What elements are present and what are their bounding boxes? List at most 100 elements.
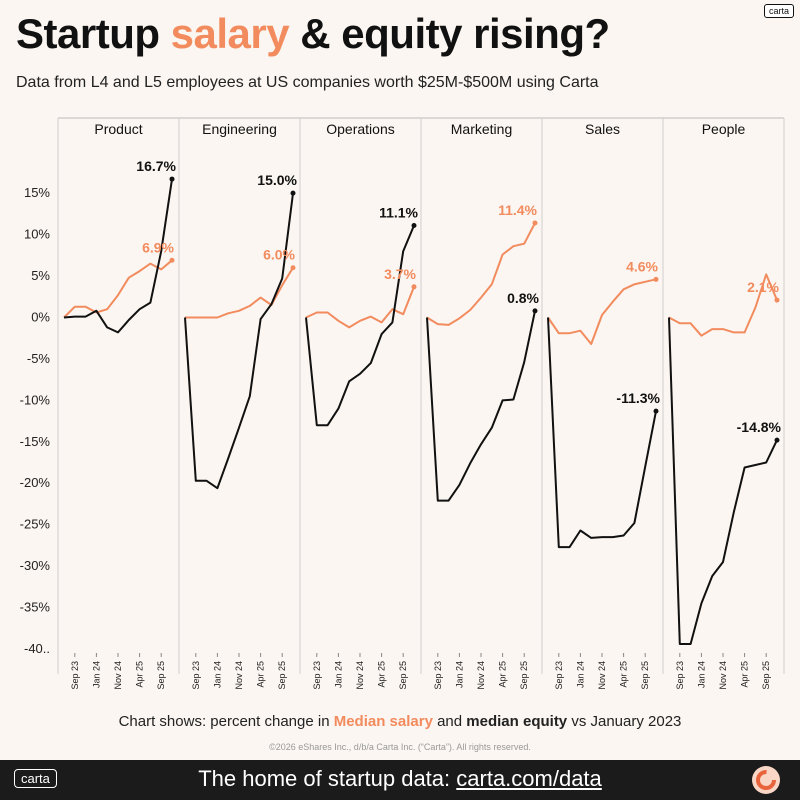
title-accent: salary <box>170 10 290 57</box>
caption-suffix: vs January 2023 <box>567 713 682 730</box>
y-tick-label: 10% <box>24 227 50 242</box>
salary-end-point <box>774 297 780 303</box>
x-tick-label: Jan 24 <box>454 661 464 688</box>
equity-line <box>426 310 536 502</box>
x-tick-label: Jan 24 <box>575 661 585 688</box>
x-tick-label: Apr 25 <box>377 661 387 688</box>
x-tick-label: Apr 25 <box>135 661 145 688</box>
equity-end-point <box>532 308 538 314</box>
equity-end-point <box>653 408 659 414</box>
salary-end-point <box>411 284 417 290</box>
salary-end-label: 4.6% <box>626 258 658 274</box>
x-tick-label: Sep 23 <box>312 661 322 690</box>
equity-line <box>668 317 778 645</box>
caption-equity-label: median equity <box>466 713 568 730</box>
x-tick-label: Apr 25 <box>256 661 266 688</box>
x-tick-label: Sep 25 <box>519 661 529 690</box>
page-title: Startup salary & equity rising? <box>16 10 610 58</box>
x-tick-label: Sep 23 <box>554 661 564 690</box>
footer-tagline: The home of startup data: <box>198 766 457 791</box>
x-tick-label: Nov 24 <box>476 661 486 690</box>
salary-end-label: 6.0% <box>263 247 295 263</box>
equity-line <box>184 193 294 490</box>
salary-line <box>63 259 173 319</box>
x-tick-label: Apr 25 <box>740 661 750 688</box>
panel-title: Sales <box>585 121 620 137</box>
equity-end-point <box>411 222 417 228</box>
x-tick-label: Sep 23 <box>433 661 443 690</box>
x-tick-label: Nov 24 <box>234 661 244 690</box>
x-tick-label: Jan 24 <box>333 661 343 688</box>
x-tick-label: Sep 23 <box>191 661 201 690</box>
salary-line <box>547 278 657 345</box>
equity-end-label: 15.0% <box>257 172 297 188</box>
salary-end-point <box>653 276 659 282</box>
equity-end-point <box>774 437 780 443</box>
x-tick-label: Jan 24 <box>212 661 222 688</box>
panel-title: People <box>702 121 746 137</box>
equity-end-label: 0.8% <box>507 290 539 306</box>
x-tick-label: Sep 25 <box>277 661 287 690</box>
panel-people: People Sep 23 Jan 24 Nov 24 Apr 25 Sep 25 2.1%… <box>662 118 782 690</box>
panel-sales: Sales Sep 23 Jan 24 Nov 24 Apr 25 Sep 25 4.6% -… <box>541 118 661 690</box>
salary-end-point <box>532 220 538 226</box>
equity-line <box>305 225 415 427</box>
x-tick-label: Apr 25 <box>619 661 629 688</box>
y-tick-label: 15% <box>24 185 50 200</box>
carta-circle-icon <box>752 766 780 794</box>
title-part2: & equity rising? <box>289 10 610 57</box>
footer-text: The home of startup data: carta.com/data <box>0 766 800 792</box>
equity-end-label: 16.7% <box>136 158 176 174</box>
title-part1: Startup <box>16 10 171 57</box>
caption-salary-label: Median salary <box>333 713 433 730</box>
equity-line <box>547 317 657 549</box>
small-multiples-chart: 15% 10% 5% 0% -5% -10% -15% -20% -25% -30% -35% -40… <box>20 117 785 690</box>
salary-line <box>185 267 294 319</box>
y-tick-label: -10% <box>20 392 51 407</box>
carta-logo-footer: carta <box>14 769 57 788</box>
salary-line <box>305 286 415 329</box>
salary-end-label: 3.7% <box>384 266 416 282</box>
equity-end-point <box>169 176 175 182</box>
y-tick-label: -20% <box>20 475 51 490</box>
y-tick-label: -5% <box>27 351 51 366</box>
x-tick-label: Nov 24 <box>113 661 123 690</box>
copyright-notice: ©2026 eShares Inc., d/b/a Carta Inc. (“C… <box>269 742 531 752</box>
equity-end-point <box>290 190 296 196</box>
x-tick-label: Jan 24 <box>91 661 101 688</box>
y-tick-label: -30% <box>20 558 51 573</box>
panel-title: Operations <box>326 121 394 137</box>
y-tick-label: -40.. <box>24 641 50 656</box>
x-tick-label: Sep 23 <box>70 661 80 690</box>
x-tick-label: Sep 25 <box>398 661 408 690</box>
chart-caption: Chart shows: percent change in Median sa… <box>0 713 800 730</box>
x-tick-label: Sep 23 <box>675 661 685 690</box>
y-tick-label: 5% <box>31 268 50 283</box>
x-tick-label: Apr 25 <box>498 661 508 688</box>
salary-end-label: 11.4% <box>498 202 537 218</box>
x-tick-label: Nov 24 <box>355 661 365 690</box>
salary-end-point <box>290 265 296 271</box>
panel-product: Product Sep 23 Jan 24 Nov 24 Apr 25 Sep 25 6.9… <box>57 118 177 690</box>
footer-link[interactable]: carta.com/data <box>456 766 602 791</box>
salary-end-point <box>169 257 175 263</box>
panel-operations: Operations Sep 23 Jan 24 Nov 24 Apr 25 Sep 25… <box>299 118 419 690</box>
carta-logo-top: carta <box>763 4 794 18</box>
x-tick-label: Nov 24 <box>718 661 728 690</box>
y-tick-label: -25% <box>20 517 51 532</box>
equity-end-label: 11.1% <box>379 204 418 220</box>
x-tick-label: Jan 24 <box>696 661 706 688</box>
salary-line <box>426 222 536 326</box>
x-tick-label: Nov 24 <box>597 661 607 690</box>
salary-line <box>668 273 778 337</box>
y-tick-label: -15% <box>20 434 51 449</box>
salary-end-label: 6.9% <box>142 239 174 255</box>
x-tick-label: Sep 25 <box>156 661 166 690</box>
subtitle: Data from L4 and L5 employees at US comp… <box>16 74 599 91</box>
equity-end-label: -11.3% <box>616 390 660 406</box>
y-tick-label: 0% <box>31 309 50 324</box>
panel-engineering: Engineering Sep 23 Jan 24 Nov 24 Apr 25 Sep 2… <box>178 118 298 690</box>
equity-end-label: -14.8% <box>737 419 782 435</box>
caption-mid: and <box>432 713 467 730</box>
salary-end-label: 2.1% <box>747 279 779 295</box>
